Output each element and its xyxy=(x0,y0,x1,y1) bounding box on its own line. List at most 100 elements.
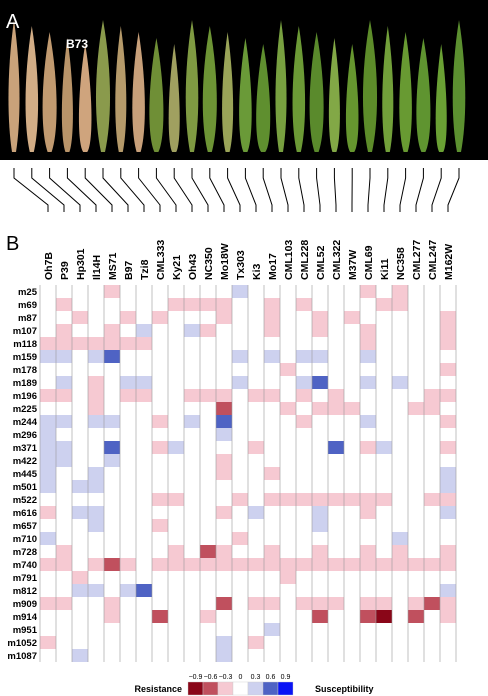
cell xyxy=(152,610,168,623)
cell xyxy=(152,467,168,480)
cell xyxy=(184,376,200,389)
column-label: CML228 xyxy=(299,240,311,280)
cell xyxy=(120,285,136,298)
cell xyxy=(232,415,248,428)
cell xyxy=(264,337,280,350)
cell xyxy=(200,311,216,324)
cell xyxy=(392,532,408,545)
cell xyxy=(200,519,216,532)
cell xyxy=(248,402,264,415)
cell xyxy=(120,324,136,337)
cell xyxy=(408,584,424,597)
cell xyxy=(312,467,328,480)
cell xyxy=(248,584,264,597)
column-label: CML277 xyxy=(411,240,423,280)
connector xyxy=(367,168,371,212)
cell xyxy=(344,285,360,298)
cell xyxy=(248,480,264,493)
cell xyxy=(104,350,120,363)
row-label: m196 xyxy=(13,391,37,402)
cell xyxy=(360,324,376,337)
cell xyxy=(312,454,328,467)
column-label: MS71 xyxy=(107,252,119,280)
cell xyxy=(328,324,344,337)
cell xyxy=(168,649,184,662)
cell xyxy=(264,441,280,454)
legend-swatch xyxy=(187,681,204,696)
column-label: M162W xyxy=(443,244,455,280)
cell xyxy=(248,649,264,662)
cell xyxy=(440,571,456,584)
cell xyxy=(344,480,360,493)
cell xyxy=(296,610,312,623)
cell xyxy=(56,584,72,597)
cell xyxy=(72,519,88,532)
cell xyxy=(136,428,152,441)
cell xyxy=(72,389,88,402)
cell xyxy=(56,402,72,415)
cell xyxy=(56,558,72,571)
cell xyxy=(104,324,120,337)
cell xyxy=(136,311,152,324)
cell xyxy=(232,454,248,467)
cell xyxy=(136,389,152,402)
cell xyxy=(440,636,456,649)
cell xyxy=(264,415,280,428)
cell xyxy=(392,597,408,610)
cell xyxy=(152,506,168,519)
leaf xyxy=(416,38,431,152)
cell xyxy=(168,571,184,584)
cell xyxy=(40,311,56,324)
legend-tick-label: 0.6 xyxy=(266,674,276,681)
cell xyxy=(344,636,360,649)
cell xyxy=(88,558,104,571)
cell xyxy=(424,636,440,649)
cell xyxy=(56,519,72,532)
cell xyxy=(408,610,424,623)
cell xyxy=(104,506,120,519)
cell xyxy=(328,636,344,649)
connector xyxy=(31,168,65,212)
legend-tick-label: 0.3 xyxy=(251,674,261,681)
cell xyxy=(312,402,328,415)
cell xyxy=(184,350,200,363)
cell xyxy=(264,571,280,584)
cell xyxy=(40,441,56,454)
cell xyxy=(248,415,264,428)
cell xyxy=(296,298,312,311)
cell xyxy=(232,350,248,363)
cell xyxy=(296,506,312,519)
cell xyxy=(184,454,200,467)
cell xyxy=(328,415,344,428)
cell xyxy=(72,545,88,558)
cell xyxy=(328,571,344,584)
cell xyxy=(200,467,216,480)
cell xyxy=(392,363,408,376)
cell xyxy=(360,376,376,389)
cell xyxy=(136,415,152,428)
cell xyxy=(328,454,344,467)
cell xyxy=(264,298,280,311)
connector xyxy=(298,168,305,212)
cell xyxy=(200,480,216,493)
cell xyxy=(376,636,392,649)
cell xyxy=(184,493,200,506)
cell xyxy=(40,454,56,467)
cell xyxy=(104,532,120,545)
cell xyxy=(344,337,360,350)
cell xyxy=(56,285,72,298)
cell xyxy=(360,480,376,493)
cell xyxy=(88,571,104,584)
cell xyxy=(312,311,328,324)
leaf xyxy=(292,26,306,152)
cell xyxy=(280,558,296,571)
cell xyxy=(424,571,440,584)
cell xyxy=(216,649,232,662)
cell xyxy=(104,636,120,649)
connector xyxy=(431,168,442,212)
cell xyxy=(296,350,312,363)
cell xyxy=(360,636,376,649)
row-label: m69 xyxy=(18,300,37,311)
cell xyxy=(152,350,168,363)
cell xyxy=(184,558,200,571)
